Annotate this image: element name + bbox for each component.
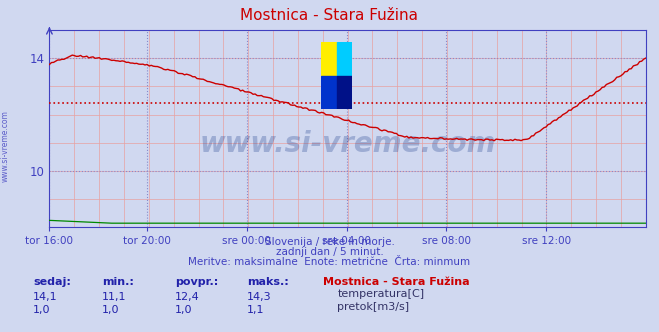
Text: 1,0: 1,0: [102, 305, 120, 315]
Bar: [321, 76, 337, 109]
Text: zadnji dan / 5 minut.: zadnji dan / 5 minut.: [275, 247, 384, 257]
Text: www.si-vreme.com: www.si-vreme.com: [200, 130, 496, 158]
Text: Mostnica - Stara Fužina: Mostnica - Stara Fužina: [323, 277, 469, 287]
Text: 12,4: 12,4: [175, 292, 200, 302]
Text: pretok[m3/s]: pretok[m3/s]: [337, 302, 409, 312]
Text: www.si-vreme.com: www.si-vreme.com: [1, 110, 10, 182]
Bar: [337, 42, 353, 76]
Text: 1,0: 1,0: [33, 305, 51, 315]
Text: Mostnica - Stara Fužina: Mostnica - Stara Fužina: [241, 8, 418, 23]
Text: 1,1: 1,1: [247, 305, 265, 315]
Text: povpr.:: povpr.:: [175, 277, 218, 287]
Text: temperatura[C]: temperatura[C]: [337, 289, 424, 299]
Text: 1,0: 1,0: [175, 305, 192, 315]
Text: 11,1: 11,1: [102, 292, 127, 302]
Text: min.:: min.:: [102, 277, 134, 287]
Bar: [337, 76, 353, 109]
Text: Meritve: maksimalne  Enote: metrične  Črta: minmum: Meritve: maksimalne Enote: metrične Črta…: [188, 257, 471, 267]
Text: 14,1: 14,1: [33, 292, 57, 302]
Bar: [321, 42, 337, 76]
Text: sedaj:: sedaj:: [33, 277, 71, 287]
Text: 14,3: 14,3: [247, 292, 272, 302]
Text: Slovenija / reke in morje.: Slovenija / reke in morje.: [264, 237, 395, 247]
Text: maks.:: maks.:: [247, 277, 289, 287]
